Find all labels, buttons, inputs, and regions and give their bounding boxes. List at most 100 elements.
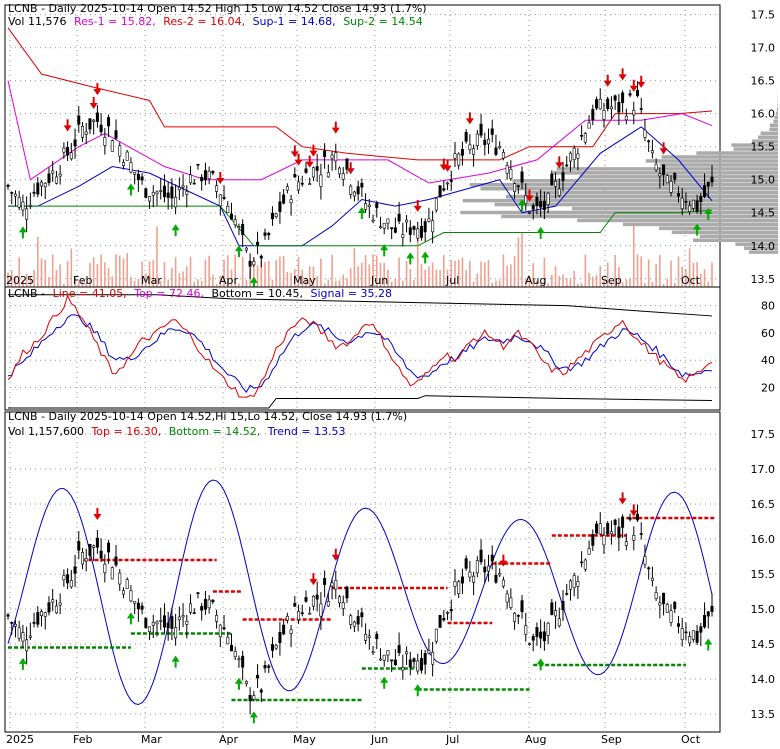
candle-body (510, 169, 512, 178)
candle-body (577, 154, 579, 158)
candle-body (208, 171, 210, 178)
candle-body (44, 183, 46, 186)
candle-body (197, 593, 199, 594)
profile-bar (761, 131, 778, 135)
x-tick-label: Feb (73, 274, 92, 287)
profile-bar (646, 159, 778, 163)
candle-body (621, 93, 623, 103)
candle-body (301, 183, 303, 184)
candle-body (521, 601, 523, 612)
candle-body (402, 235, 404, 238)
candle-body (707, 612, 709, 616)
candle-body (37, 612, 39, 624)
y-tick-label: 15.0 (751, 174, 776, 187)
candle-body (662, 165, 664, 175)
candle-body (338, 597, 340, 603)
candle-body (506, 594, 508, 602)
candle-body (286, 616, 288, 620)
candle-body (18, 628, 20, 638)
candle-body (111, 141, 113, 152)
candle-body (372, 652, 374, 653)
candle-body (532, 206, 534, 210)
candle-body (566, 165, 568, 166)
profile-bar (672, 231, 778, 235)
x-tick-label: Sep (601, 274, 622, 287)
candle-body (174, 197, 176, 207)
candle-body (603, 535, 605, 544)
candle-body (625, 116, 627, 120)
candle-body (25, 209, 27, 219)
candle-body (133, 172, 135, 174)
candle-body (417, 661, 419, 671)
candle-body (562, 173, 564, 181)
candle-body (562, 601, 564, 609)
candle-body (29, 205, 31, 206)
candle-body (174, 627, 176, 637)
candle-body (297, 611, 299, 619)
y-tick-label: 16.5 (751, 75, 776, 88)
x-tick-label: May (293, 274, 316, 287)
volume-bar (518, 237, 520, 292)
profile-bar (776, 112, 778, 116)
candle-body (595, 524, 597, 533)
candle-body (96, 538, 98, 547)
candle-body (513, 184, 515, 192)
candle-body (402, 667, 404, 670)
candle-body (260, 690, 262, 692)
candle-body (253, 696, 255, 700)
candle-body (603, 110, 605, 119)
candle-body (502, 580, 504, 586)
candle-body (636, 90, 638, 95)
candle-body (227, 206, 229, 212)
candle-body (327, 601, 329, 606)
candle-body (22, 633, 24, 641)
candle-body (70, 153, 72, 159)
candle-body (119, 146, 121, 156)
candle-body (368, 205, 370, 207)
volume-bar (354, 248, 356, 292)
candle-body (487, 139, 489, 144)
top-panel: 17.517.016.516.015.515.014.514.013.5 202… (5, 2, 778, 298)
candle-body (640, 533, 642, 534)
x-tick-label: Jul (445, 733, 459, 745)
y-tick-label: 13.5 (751, 273, 776, 286)
candle-body (96, 113, 98, 122)
x-tick-label: Jun (370, 733, 388, 745)
candle-body (543, 201, 545, 210)
candle-body (480, 124, 482, 135)
candle-body (420, 658, 422, 670)
candle-body (465, 559, 467, 569)
candle-body (156, 622, 158, 624)
volume-bar (659, 255, 661, 292)
y-tick-label: 15.5 (751, 141, 776, 154)
candle-body (145, 189, 147, 198)
candle-body (290, 630, 292, 634)
legend-top: Top = 72.46, (133, 287, 204, 300)
legend-trend: Trend = 13.53 (267, 425, 346, 438)
candle-body (294, 174, 296, 177)
candle-body (59, 603, 61, 605)
candle-body (279, 202, 281, 212)
candle-body (7, 615, 9, 616)
candle-body (599, 524, 601, 534)
candle-body (81, 552, 83, 564)
candle-body (290, 199, 292, 202)
candle-body (659, 174, 661, 176)
legend-vol2: Vol 1,157,600 (8, 425, 84, 438)
candle-body (495, 148, 497, 155)
candle-body (387, 219, 389, 223)
candle-body (592, 534, 594, 545)
candle-body (662, 593, 664, 604)
candle-body (368, 636, 370, 638)
candle-body (685, 201, 687, 202)
candle-body (405, 652, 407, 654)
candle-body (644, 556, 646, 564)
candle-body (282, 625, 284, 634)
x-tick-label: Feb (73, 733, 92, 745)
y-tick-label: 80 (761, 300, 775, 313)
candle-body (126, 580, 128, 589)
y-tick-label: 13.5 (751, 708, 776, 721)
candle-body (104, 564, 106, 572)
